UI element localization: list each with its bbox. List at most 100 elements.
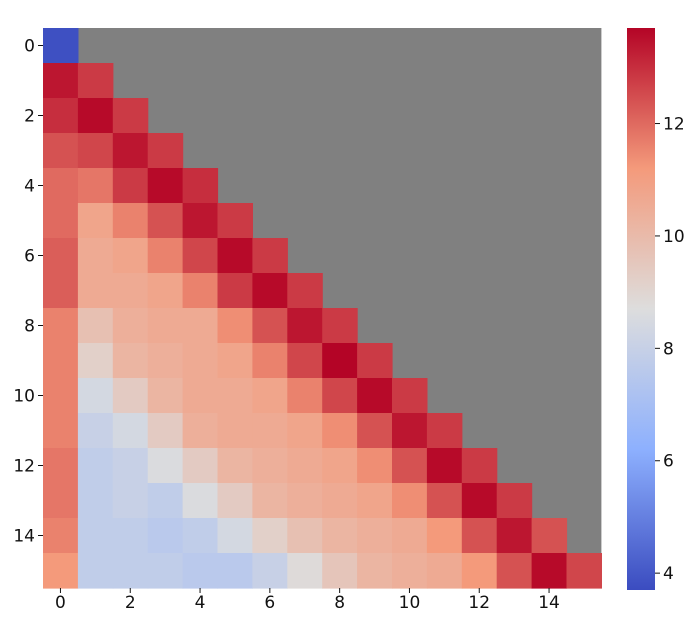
heatmap-cell-15-13 <box>496 553 533 589</box>
heatmap-cell-13-7 <box>287 483 323 519</box>
heatmap-cell-12-11 <box>426 448 463 484</box>
heatmap-cell-10-9 <box>357 378 393 414</box>
heatmap-cell-11-11 <box>426 413 463 449</box>
heatmap-cell-12-8 <box>322 448 358 484</box>
heatmap-cell-15-1 <box>77 553 114 589</box>
heatmap-cell-14-5 <box>217 518 253 554</box>
heatmap-cell-14-0 <box>43 518 79 554</box>
x-tick-label: 4 <box>195 593 206 613</box>
heatmap-cell-10-7 <box>287 378 323 414</box>
heatmap-cell-0-0 <box>43 28 79 64</box>
heatmap-cell-5-2 <box>112 203 149 239</box>
heatmap-cell-14-7 <box>287 518 323 554</box>
x-axis-ticks: 0 2 4 6 8 10 12 14 <box>55 588 560 613</box>
heatmap-cell-7-7 <box>287 273 323 309</box>
heatmap-cell-14-10 <box>392 518 428 554</box>
heatmap-cell-15-7 <box>287 553 323 589</box>
heatmap-cell-12-12 <box>461 448 498 484</box>
x-tick-label: 6 <box>264 593 275 613</box>
heatmap-cell-5-0 <box>43 203 79 239</box>
heatmap-cell-15-14 <box>531 553 568 589</box>
heatmap-cell-12-1 <box>77 448 114 484</box>
heatmap-cell-13-9 <box>357 483 393 519</box>
heatmap-cell-5-5 <box>217 203 253 239</box>
heatmap-cell-3-0 <box>43 133 79 169</box>
heatmap-cell-8-5 <box>217 308 253 344</box>
heatmap-cell-3-2 <box>112 133 149 169</box>
heatmap-cell-7-0 <box>43 273 79 309</box>
x-tick-label: 14 <box>538 593 560 613</box>
heatmap-cell-13-3 <box>147 483 184 519</box>
colorbar-tick-label: 6 <box>663 452 674 472</box>
heatmap-cell-7-3 <box>147 273 184 309</box>
heatmap-cell-13-2 <box>112 483 149 519</box>
heatmap-cell-11-1 <box>77 413 114 449</box>
heatmap-cell-12-5 <box>217 448 253 484</box>
heatmap-cell-15-4 <box>182 553 219 589</box>
heatmap-cell-7-4 <box>182 273 219 309</box>
heatmap-cell-7-1 <box>77 273 114 309</box>
heatmap-cell-13-8 <box>322 483 358 519</box>
heatmap-cell-12-4 <box>182 448 219 484</box>
heatmap-cell-12-6 <box>252 448 288 484</box>
heatmap-cell-13-10 <box>392 483 428 519</box>
heatmap-cell-12-0 <box>43 448 79 484</box>
heatmap-cell-12-10 <box>392 448 428 484</box>
heatmap-cell-13-4 <box>182 483 219 519</box>
y-tick-label: 0 <box>24 37 35 57</box>
heatmap-cell-15-0 <box>43 553 79 589</box>
heatmap-cell-9-8 <box>322 343 358 379</box>
heatmap-cell-9-5 <box>217 343 253 379</box>
heatmap-cell-14-12 <box>461 518 498 554</box>
heatmap-cell-8-4 <box>182 308 219 344</box>
heatmap-cell-4-0 <box>43 168 79 204</box>
x-tick-label: 8 <box>334 593 345 613</box>
heatmap-cell-11-4 <box>182 413 219 449</box>
heatmap-cell-3-3 <box>147 133 184 169</box>
heatmap-cell-13-6 <box>252 483 288 519</box>
heatmap-cell-15-8 <box>322 553 358 589</box>
heatmap-cell-6-0 <box>43 238 79 274</box>
heatmap-cell-15-2 <box>112 553 149 589</box>
heatmap-cell-15-11 <box>426 553 463 589</box>
heatmap-cell-15-9 <box>357 553 393 589</box>
heatmap-cell-14-14 <box>531 518 568 554</box>
heatmap-cell-14-4 <box>182 518 219 554</box>
colorbar <box>627 28 655 590</box>
heatmap-cell-13-0 <box>43 483 79 519</box>
heatmap-cell-4-1 <box>77 168 114 204</box>
heatmap-cell-6-4 <box>182 238 219 274</box>
heatmap-cell-5-1 <box>77 203 114 239</box>
heatmap-cell-13-12 <box>461 483 498 519</box>
heatmap-cell-4-2 <box>112 168 149 204</box>
heatmap-cell-2-1 <box>77 98 114 134</box>
x-tick-label: 10 <box>399 593 421 613</box>
heatmap-cell-8-8 <box>322 308 358 344</box>
heatmap-cell-6-1 <box>77 238 114 274</box>
heatmap-cell-7-2 <box>112 273 149 309</box>
heatmap-cell-14-13 <box>496 518 533 554</box>
heatmap-cell-15-3 <box>147 553 184 589</box>
heatmap-cell-10-0 <box>43 378 79 414</box>
y-tick-label: 4 <box>24 177 35 197</box>
heatmap-cell-9-1 <box>77 343 114 379</box>
heatmap-cell-15-6 <box>252 553 288 589</box>
heatmap-cell-8-7 <box>287 308 323 344</box>
heatmap-cell-15-5 <box>217 553 253 589</box>
heatmap-cell-3-1 <box>77 133 114 169</box>
heatmap-cell-8-1 <box>77 308 114 344</box>
heatmap-cell-2-0 <box>43 98 79 134</box>
heatmap-cell-12-3 <box>147 448 184 484</box>
heatmap-cell-11-3 <box>147 413 184 449</box>
heatmap-cell-12-7 <box>287 448 323 484</box>
colorbar-tick-label: 4 <box>663 564 674 584</box>
heatmap-cell-6-3 <box>147 238 184 274</box>
heatmap-cell-10-4 <box>182 378 219 414</box>
heatmap-cell-1-0 <box>43 63 79 99</box>
heatmap-cell-5-4 <box>182 203 219 239</box>
y-tick-label: 8 <box>24 317 35 337</box>
heatmap-cell-9-3 <box>147 343 184 379</box>
heatmap-cell-9-0 <box>43 343 79 379</box>
heatmap-cell-6-5 <box>217 238 253 274</box>
